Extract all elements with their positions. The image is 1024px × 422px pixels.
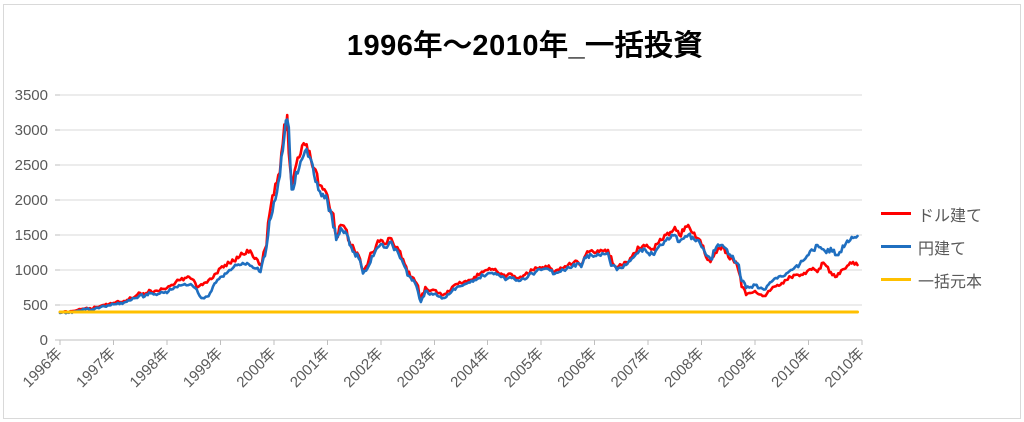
- y-axis-label: 1500: [15, 227, 48, 244]
- x-axis-label: 1996年: [20, 345, 66, 391]
- legend-line-principal-icon: [881, 278, 911, 281]
- legend-line-yen-icon: [881, 245, 911, 248]
- x-axis-label: 2010年: [768, 345, 814, 391]
- x-axis-label: 2010年: [822, 345, 868, 391]
- chart-title: 1996年〜2010年_一括投資: [346, 30, 704, 62]
- y-axis-label: 2000: [15, 192, 48, 209]
- x-axis-label: 2008年: [661, 345, 707, 391]
- chart-frame-border: [3, 4, 1021, 419]
- x-axis-label: 2006年: [554, 345, 600, 391]
- series-line-dollar[interactable]: [58, 113, 859, 314]
- legend-item-yen[interactable]: 円建て: [881, 230, 1021, 263]
- legend-item-dollar[interactable]: ドル建て: [881, 197, 1021, 230]
- legend-label-principal: 一括元本: [918, 273, 983, 291]
- y-axis-label: 500: [23, 297, 48, 314]
- y-axis-label: 3500: [15, 87, 48, 104]
- x-axis-label: 1997年: [73, 345, 119, 391]
- y-axis-label: 2500: [15, 157, 48, 174]
- legend: ドル建て 円建て 一括元本: [881, 197, 1021, 296]
- x-axis-label: 2004年: [447, 345, 493, 391]
- y-axis-label: 0: [40, 332, 48, 349]
- legend-label-dollar: ドル建て: [918, 207, 983, 225]
- y-axis-label: 1000: [15, 262, 48, 279]
- x-axis-label: 2007年: [608, 345, 654, 391]
- series-line-yen[interactable]: [58, 118, 859, 315]
- x-axis-label: 2002年: [340, 345, 386, 391]
- legend-line-dollar-icon: [881, 212, 911, 215]
- x-axis-label: 1998年: [127, 345, 173, 391]
- legend-item-principal[interactable]: 一括元本: [881, 263, 1021, 296]
- x-axis-label: 1999年: [180, 345, 226, 391]
- y-axis-label: 3000: [15, 122, 48, 139]
- x-axis-label: 2001年: [287, 345, 333, 391]
- legend-label-yen: 円建て: [918, 240, 967, 258]
- x-axis-label: 2009年: [715, 345, 761, 391]
- x-axis-label: 2005年: [501, 345, 547, 391]
- x-axis-label: 2000年: [233, 345, 279, 391]
- x-axis-label: 2003年: [394, 345, 440, 391]
